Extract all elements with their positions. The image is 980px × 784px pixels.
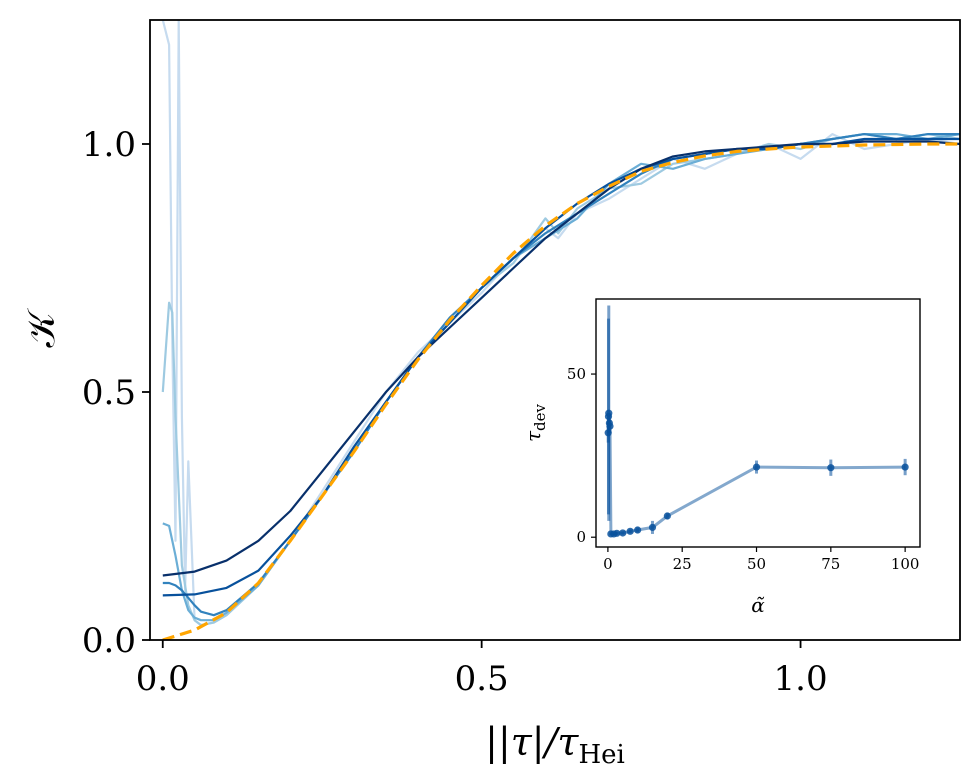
main-y-tick-label: 0.0 — [82, 621, 136, 661]
inset-data-point — [605, 409, 613, 417]
inset-y-tick-label: 0 — [576, 528, 586, 546]
inset-x-tick-label: 0 — [603, 555, 613, 573]
inset-y-tick-label: 50 — [567, 365, 586, 383]
main-x-axis-label: ||τ|/τHei — [485, 720, 625, 770]
inset-x-tick-label: 75 — [821, 555, 840, 573]
inset-data-point — [827, 464, 835, 472]
inset-chart: 0 25 50 75 100 0 50 α̃ τdev — [521, 298, 921, 617]
main-plot-frame — [149, 19, 961, 641]
main-series-layer — [161, 20, 960, 640]
main-y-tick-label: 0.5 — [82, 373, 136, 413]
inset-data-point — [634, 526, 642, 534]
main-x-tick-label: 1.0 — [774, 659, 828, 699]
main-x-tick-label: 0.0 — [136, 659, 190, 699]
inset-y-axis-label: τdev — [521, 403, 549, 442]
main-x-tick-label: 0.5 — [455, 659, 509, 699]
inset-x-axis-label: α̃ — [751, 593, 765, 617]
main-y-axis-label: 𝒦 — [19, 308, 63, 348]
inset-axes-layer: 0 25 50 75 100 0 50 — [567, 365, 920, 573]
inset-data-point — [619, 529, 627, 537]
main-y-tick-label: 1.0 — [82, 125, 136, 165]
inset-data-point — [901, 463, 909, 471]
inset-data-point — [626, 527, 634, 535]
inset-x-tick-label: 25 — [673, 555, 692, 573]
main-series-line-6 — [162, 140, 960, 577]
main-series-line-7 — [162, 142, 960, 640]
main-axes-layer: 0.0 0.5 1.0 0.0 0.5 1.0 — [82, 125, 828, 699]
inset-data-point — [606, 422, 614, 430]
inset-x-tick-label: 50 — [747, 555, 766, 573]
inset-data-point — [648, 523, 657, 532]
inset-data-point — [613, 529, 621, 537]
inset-plot-frame — [595, 298, 921, 548]
inset-data-point — [604, 429, 612, 437]
inset-data-point — [663, 512, 671, 520]
inset-series-layer — [604, 305, 909, 538]
inset-x-tick-label: 100 — [891, 555, 920, 573]
inset-data-point — [752, 463, 761, 471]
